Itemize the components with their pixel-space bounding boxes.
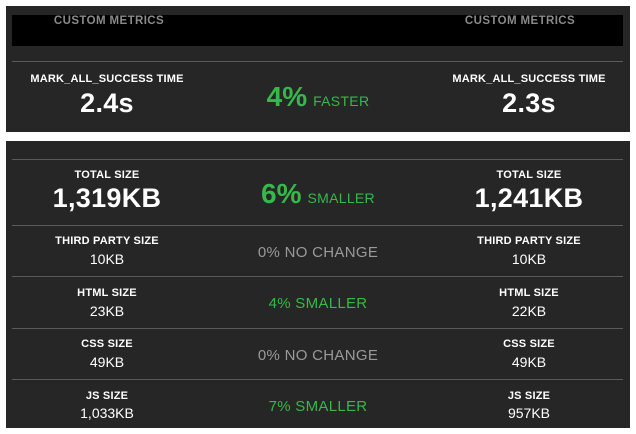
js-size-label-right: JS SIZE bbox=[507, 390, 551, 402]
size-metrics-panel: TOTAL SIZE 1,319KB 6% SMALLER TOTAL SIZE … bbox=[6, 141, 630, 428]
total-size-label-left: TOTAL SIZE bbox=[74, 169, 140, 181]
html-size-change: 4% SMALLER bbox=[268, 295, 368, 312]
divider bbox=[12, 225, 623, 226]
metric-label-left: MARK_ALL_SUCCESS TIME bbox=[30, 73, 184, 85]
third-party-size-change: 0% NO CHANGE bbox=[257, 244, 379, 261]
divider bbox=[12, 159, 623, 160]
divider bbox=[12, 328, 623, 329]
custom-metrics-panel: CUSTOM METRICS CUSTOM METRICS MARK_ALL_S… bbox=[6, 6, 630, 132]
third-party-size-value-left: 10KB bbox=[89, 251, 125, 267]
custom-metrics-heading-left: CUSTOM METRICS bbox=[53, 15, 165, 27]
third-party-size-value-right: 10KB bbox=[511, 251, 547, 267]
custom-metrics-heading-right: CUSTOM METRICS bbox=[464, 15, 576, 27]
css-size-label-right: CSS SIZE bbox=[503, 338, 555, 350]
metric-percent: 4% bbox=[266, 81, 308, 112]
total-size-percent: 6% bbox=[261, 178, 302, 209]
html-size-label-left: HTML SIZE bbox=[77, 287, 137, 299]
css-size-value-right: 49KB bbox=[511, 354, 547, 370]
third-party-size-label-left: THIRD PARTY SIZE bbox=[55, 235, 159, 247]
total-size-comparison: 6% SMALLER bbox=[208, 178, 428, 210]
total-size-label-right: TOTAL SIZE bbox=[496, 169, 562, 181]
metric-value-right: 2.3s bbox=[502, 88, 556, 118]
js-size-change: 7% SMALLER bbox=[268, 398, 368, 415]
html-size-value-left: 23KB bbox=[89, 303, 125, 319]
third-party-size-label-right: THIRD PARTY SIZE bbox=[477, 235, 581, 247]
metric-comparison: 4% FASTER bbox=[208, 81, 428, 113]
divider bbox=[12, 61, 623, 62]
css-size-value-left: 49KB bbox=[89, 354, 125, 370]
html-size-label-right: HTML SIZE bbox=[499, 287, 559, 299]
js-size-label-left: JS SIZE bbox=[85, 390, 129, 402]
divider bbox=[12, 379, 623, 380]
metric-value-left: 2.4s bbox=[80, 88, 134, 118]
divider bbox=[12, 276, 623, 277]
total-size-value-right: 1,241KB bbox=[474, 183, 584, 213]
js-size-value-right: 957KB bbox=[507, 405, 551, 421]
css-size-label-left: CSS SIZE bbox=[81, 338, 133, 350]
total-size-verdict: SMALLER bbox=[307, 190, 375, 206]
total-size-value-left: 1,319KB bbox=[52, 183, 162, 213]
js-size-value-left: 1,033KB bbox=[80, 405, 134, 421]
css-size-change: 0% NO CHANGE bbox=[257, 347, 379, 364]
custom-metrics-header-bar bbox=[12, 15, 623, 46]
html-size-value-right: 22KB bbox=[511, 303, 547, 319]
metric-label-right: MARK_ALL_SUCCESS TIME bbox=[452, 73, 606, 85]
metric-verdict: FASTER bbox=[313, 93, 370, 109]
